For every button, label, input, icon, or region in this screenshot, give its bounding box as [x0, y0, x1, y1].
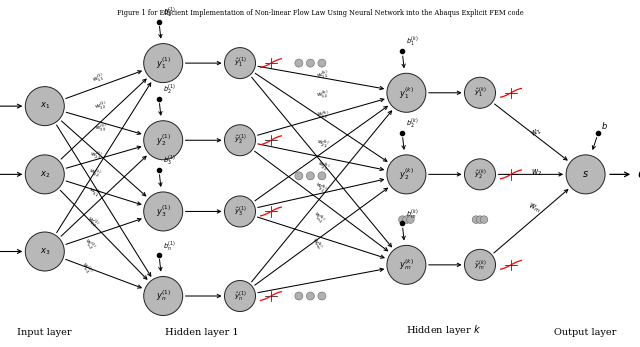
Text: $w_{11}^{(1)}$: $w_{11}^{(1)}$: [91, 70, 108, 86]
Text: $b_n^{(1)}$: $b_n^{(1)}$: [163, 239, 176, 253]
Circle shape: [406, 216, 414, 223]
Text: $w_{13}^{(1)}$: $w_{13}^{(1)}$: [95, 122, 108, 134]
Text: Hidden layer $k$: Hidden layer $k$: [406, 323, 481, 337]
Text: $y_3^{(1)}$: $y_3^{(1)}$: [156, 204, 171, 219]
Circle shape: [225, 280, 255, 312]
Text: $b_m^{(k)}$: $b_m^{(k)}$: [406, 208, 419, 221]
Text: Figure 1 for Efficient Implementation of Non-linear Flow Law Using Neural Networ: Figure 1 for Efficient Implementation of…: [116, 9, 524, 17]
Text: $\hat{y}_2^{(1)}$: $\hat{y}_2^{(1)}$: [234, 133, 246, 147]
Text: $w_{22}^{(1)}$: $w_{22}^{(1)}$: [87, 165, 102, 180]
Text: $b_1^{(1)}$: $b_1^{(1)}$: [163, 5, 176, 20]
Text: $w_{13}^{(k)}$: $w_{13}^{(k)}$: [317, 109, 330, 121]
Circle shape: [144, 44, 182, 83]
Text: $w_{n2}^{(1)}$: $w_{n2}^{(1)}$: [81, 236, 98, 253]
Text: $w_{m1}^{(k)}$: $w_{m1}^{(k)}$: [310, 209, 327, 226]
Text: $\hat{y}_3^{(1)}$: $\hat{y}_3^{(1)}$: [234, 204, 246, 219]
Text: $x_2$: $x_2$: [40, 169, 50, 180]
Circle shape: [307, 59, 314, 67]
Text: $b_1^{(k)}$: $b_1^{(k)}$: [406, 35, 419, 49]
Text: $y_1^{(1)}$: $y_1^{(1)}$: [156, 55, 171, 71]
Text: $y_n^{(1)}$: $y_n^{(1)}$: [156, 289, 171, 304]
Text: $\hat{y}_2^{(k)}$: $\hat{y}_2^{(k)}$: [474, 167, 486, 181]
Circle shape: [225, 48, 255, 79]
Circle shape: [295, 59, 303, 67]
Circle shape: [472, 216, 480, 223]
Text: $w_{11}^{(k)}$: $w_{11}^{(k)}$: [316, 68, 330, 82]
Text: $b_2^{(1)}$: $b_2^{(1)}$: [163, 83, 176, 97]
Text: $x_3$: $x_3$: [40, 246, 50, 257]
Text: $b_3^{(1)}$: $b_3^{(1)}$: [163, 154, 176, 168]
Text: $\hat{y}_m^{(k)}$: $\hat{y}_m^{(k)}$: [474, 258, 486, 272]
Text: $w_{32}^{(1)}$: $w_{32}^{(1)}$: [84, 213, 101, 230]
Text: Input layer: Input layer: [17, 328, 72, 337]
Circle shape: [307, 292, 314, 300]
Circle shape: [307, 172, 314, 180]
Circle shape: [318, 292, 326, 300]
Circle shape: [476, 216, 484, 223]
Text: $w_{n3}^{(1)}$: $w_{n3}^{(1)}$: [78, 259, 95, 276]
Text: $y_2^{(k)}$: $y_2^{(k)}$: [399, 167, 414, 182]
Text: $w_{mn}^{(k)}$: $w_{mn}^{(k)}$: [308, 236, 325, 253]
Text: $s$: $s$: [582, 169, 589, 179]
Text: $w_m$: $w_m$: [526, 201, 543, 216]
Circle shape: [295, 172, 303, 180]
Text: $w_2$: $w_2$: [531, 167, 542, 178]
Circle shape: [465, 77, 495, 108]
Text: $\hat{y}_n^{(1)}$: $\hat{y}_n^{(1)}$: [234, 289, 246, 303]
Circle shape: [26, 155, 64, 194]
Circle shape: [387, 245, 426, 284]
Text: $\sigma$: $\sigma$: [637, 167, 640, 181]
Circle shape: [26, 87, 64, 126]
Circle shape: [465, 249, 495, 280]
Text: $b$: $b$: [600, 120, 607, 131]
Text: $b_2^{(k)}$: $b_2^{(k)}$: [406, 117, 419, 131]
Text: $w_{21}^{(k)}$: $w_{21}^{(k)}$: [316, 136, 331, 151]
Circle shape: [399, 216, 406, 223]
Circle shape: [465, 159, 495, 190]
Circle shape: [144, 192, 182, 231]
Text: $x_1$: $x_1$: [40, 101, 50, 111]
Circle shape: [225, 125, 255, 156]
Text: $y_1^{(k)}$: $y_1^{(k)}$: [399, 85, 414, 101]
Circle shape: [225, 196, 255, 227]
Text: $w_{21}^{(1)}$: $w_{21}^{(1)}$: [89, 148, 103, 162]
Text: $w_{31}^{(k)}$: $w_{31}^{(k)}$: [312, 179, 328, 196]
Circle shape: [318, 59, 326, 67]
Text: $y_2^{(1)}$: $y_2^{(1)}$: [156, 133, 171, 148]
Text: $w_{12}^{(1)}$: $w_{12}^{(1)}$: [93, 99, 109, 113]
Text: $\hat{y}_1^{(k)}$: $\hat{y}_1^{(k)}$: [474, 86, 486, 100]
Text: $w_{31}^{(1)}$: $w_{31}^{(1)}$: [86, 184, 103, 200]
Circle shape: [387, 73, 426, 112]
Text: $y_m^{(k)}$: $y_m^{(k)}$: [399, 257, 414, 272]
Circle shape: [318, 172, 326, 180]
Circle shape: [480, 216, 488, 223]
Text: Hidden layer 1: Hidden layer 1: [164, 328, 239, 337]
Text: Output layer: Output layer: [554, 328, 617, 337]
Text: $w_1$: $w_1$: [529, 125, 544, 140]
Circle shape: [144, 121, 182, 160]
Circle shape: [144, 277, 182, 315]
Circle shape: [295, 292, 303, 300]
Circle shape: [403, 216, 410, 223]
Circle shape: [26, 232, 64, 271]
Circle shape: [387, 155, 426, 194]
Text: $w_{22}^{(k)}$: $w_{22}^{(k)}$: [315, 158, 332, 174]
Text: $w_{12}^{(k)}$: $w_{12}^{(k)}$: [317, 88, 330, 101]
Text: $\hat{y}_1^{(1)}$: $\hat{y}_1^{(1)}$: [234, 56, 246, 70]
Circle shape: [566, 155, 605, 194]
